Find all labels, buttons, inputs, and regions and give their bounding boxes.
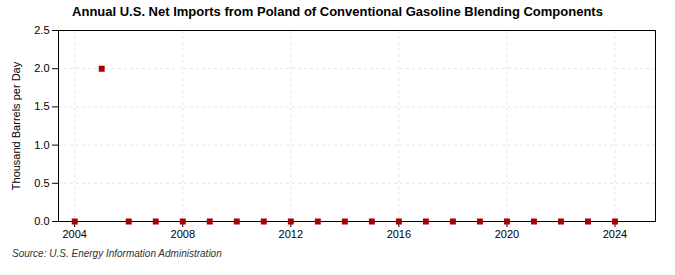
svg-text:2.0: 2.0	[34, 62, 49, 74]
svg-text:2016: 2016	[387, 228, 411, 240]
svg-text:1.0: 1.0	[34, 139, 49, 151]
svg-text:0.0: 0.0	[34, 215, 49, 227]
html-text:Annual U.S. Net Imports from P: Annual U.S. Net Imports from Poland of C…	[72, 4, 603, 19]
svg-text:2008: 2008	[171, 228, 195, 240]
svg-text:2.5: 2.5	[34, 24, 49, 36]
svg-text:2020: 2020	[495, 228, 519, 240]
svg-text:2004: 2004	[62, 228, 86, 240]
svg-text:2024: 2024	[603, 228, 627, 240]
html-text:Source: U.S. Energy Informatio: Source: U.S. Energy Information Administ…	[12, 248, 222, 259]
svg-text:0.5: 0.5	[34, 177, 49, 189]
svg-text:2012: 2012	[279, 228, 303, 240]
svg-text:1.5: 1.5	[34, 100, 49, 112]
svg-text:Thousand Barrels per Day: Thousand Barrels per Day	[10, 61, 22, 190]
